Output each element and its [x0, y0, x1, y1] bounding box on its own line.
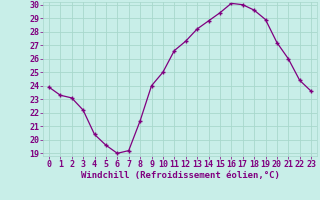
X-axis label: Windchill (Refroidissement éolien,°C): Windchill (Refroidissement éolien,°C) — [81, 171, 279, 180]
